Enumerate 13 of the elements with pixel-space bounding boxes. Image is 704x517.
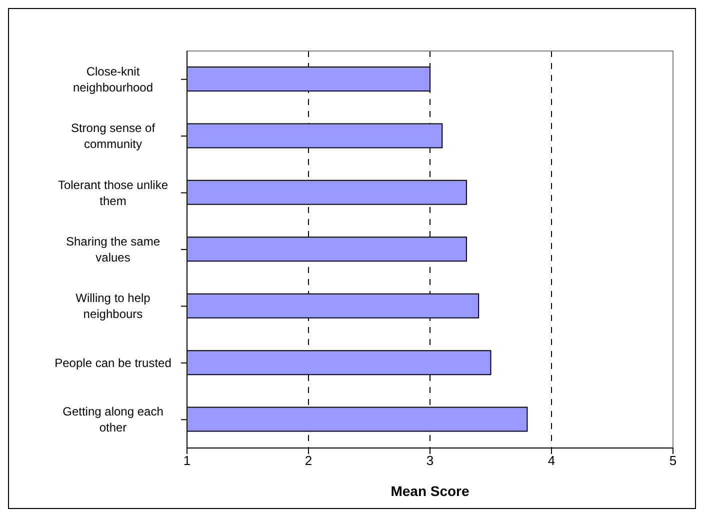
y-tick-label: Getting along each other [62, 404, 164, 435]
y-tick-label: Strong sense of community [70, 121, 156, 152]
x-tick-label: 4 [548, 453, 556, 468]
x-tick-label: 1 [183, 453, 191, 468]
x-tick-label: 5 [669, 453, 677, 468]
x-axis-title: Mean Score [390, 483, 470, 499]
y-tick-label: Sharing the same values [66, 234, 160, 264]
y-tick-label: People can be trusted [54, 356, 172, 370]
y-tick-label: Tolerant those unlike them [58, 178, 168, 208]
y-tick-label: Willing to help neighbours [76, 291, 151, 322]
x-tick-label: 2 [304, 453, 312, 468]
y-tick-label: Close-knit neighbourhood [72, 64, 154, 94]
x-tick-label: 3 [426, 453, 434, 468]
